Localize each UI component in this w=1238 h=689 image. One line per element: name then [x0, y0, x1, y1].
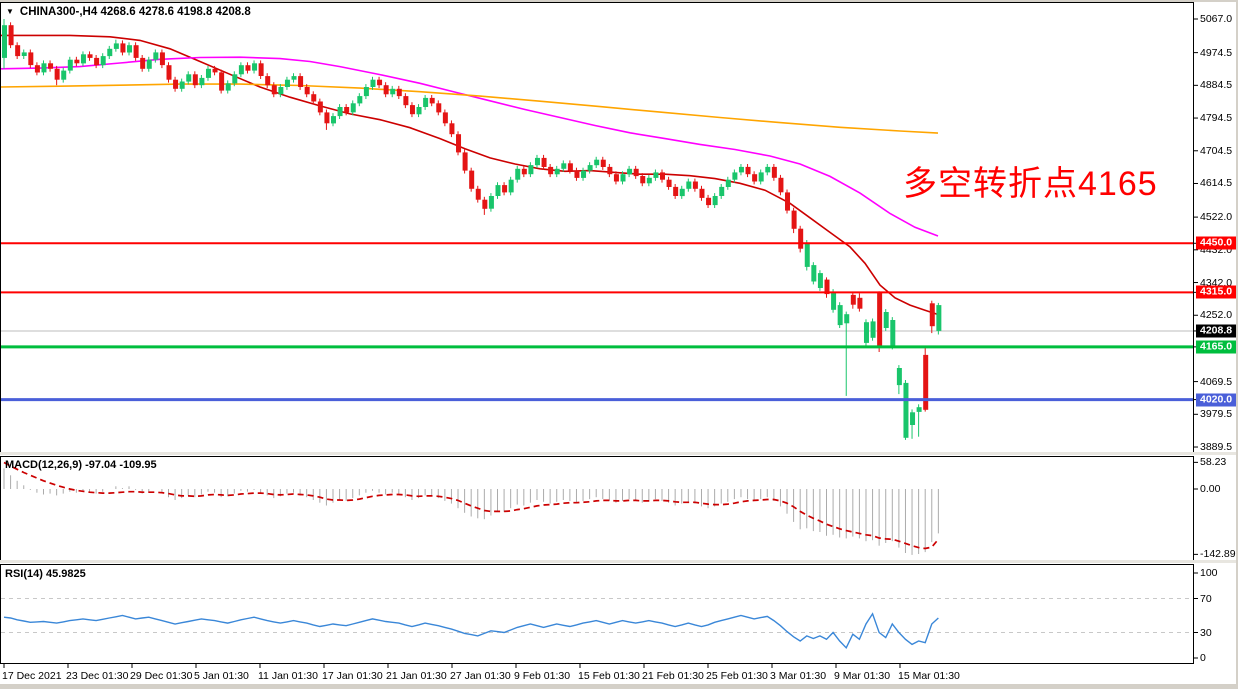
date-tick-label: 11 Jan 01:30: [258, 670, 318, 682]
date-tick-label: 15 Feb 01:30: [578, 670, 640, 682]
price-tick-label: 3889.5: [1200, 441, 1233, 454]
price-tick-label: 4069.5: [1200, 375, 1233, 388]
ma-magenta: [0, 56, 939, 237]
ma-orange: [0, 83, 939, 134]
macd-tick-label: 0.00: [1200, 483, 1221, 495]
window-edge-bottom: [0, 684, 1238, 689]
rsi-tick-label: 100: [1200, 567, 1218, 579]
date-tick-label: 21 Feb 01:30: [642, 670, 704, 682]
date-tick-label: 3 Mar 01:30: [770, 670, 827, 682]
panel-border: [0, 456, 1194, 561]
ma-red: [0, 34, 939, 316]
price-badge-4450.0: 4450.0: [1196, 236, 1237, 250]
panel-border: [0, 2, 1194, 453]
date-tick-label: 17 Dec 2021: [2, 670, 62, 682]
bid-price-badge: 4208.8: [1196, 324, 1237, 338]
symbol-ohlc-text: CHINA300-,H4 4268.6 4278.6 4198.8 4208.8: [19, 6, 251, 18]
date-tick-label: 27 Jan 01:30: [450, 670, 511, 682]
panel-splitter-macd[interactable]: [0, 452, 1238, 455]
rsi-tick-label: 70: [1200, 592, 1212, 605]
rsi-tick-label: 0: [1200, 652, 1206, 664]
rsi-tick-label: 30: [1200, 626, 1212, 639]
price-tick-label: 4884.5: [1200, 79, 1233, 92]
price-tick-label: 4252.0: [1200, 309, 1233, 322]
price-badge-4020.0: 4020.0: [1196, 393, 1237, 407]
date-tick-label: 21 Jan 01:30: [386, 670, 447, 682]
macd-signal-line: [3, 461, 940, 550]
date-tick-label: 9 Mar 01:30: [834, 670, 891, 682]
price-tick-label: 5067.0: [1200, 13, 1233, 25]
date-tick-label: 5 Jan 01:30: [194, 670, 249, 682]
date-tick-label: 9 Feb 01:30: [514, 670, 571, 682]
date-tick-label: 15 Mar 01:30: [898, 670, 960, 682]
date-tick-label: 23 Dec 01:30: [66, 670, 129, 682]
panel-splitter-rsi[interactable]: [0, 560, 1238, 563]
price-tick-label: 4522.0: [1200, 211, 1233, 224]
date-tick-label: 29 Dec 01:30: [130, 670, 193, 682]
collapse-arrow-icon[interactable]: ▼: [6, 7, 14, 16]
panel-border: [0, 564, 1194, 664]
price-tick-label: 3979.5: [1200, 408, 1233, 421]
window-edge-top: [0, 0, 1238, 2]
symbol-legend: ▼ CHINA300-,H4 4268.6 4278.6 4198.8 4208…: [6, 6, 251, 18]
macd-tick-label: 58.23: [1200, 456, 1227, 469]
price-tick-label: 4794.5: [1200, 112, 1233, 125]
price-tick-label: 4974.5: [1200, 46, 1233, 59]
price-tick-label: 4342.0: [1200, 276, 1233, 289]
pivot-annotation-text[interactable]: 多空转折点4165: [903, 165, 1158, 203]
candlestick-series: [2, 19, 942, 440]
rsi-indicator-label: RSI(14) 45.9825: [5, 568, 86, 580]
date-tick-label: 25 Feb 01:30: [706, 670, 768, 682]
macd-histogram: [3, 468, 939, 555]
price-tick-label: 4614.5: [1200, 177, 1233, 190]
macd-indicator-label: MACD(12,26,9) -97.04 -109.95: [5, 459, 157, 471]
window-edge-right: [1236, 0, 1238, 689]
price-badge-4315.0: 4315.0: [1196, 285, 1237, 299]
price-tick-label: 4704.5: [1200, 144, 1233, 157]
date-tick-label: 17 Jan 01:30: [322, 670, 383, 682]
macd-tick-label: -142.89: [1200, 548, 1236, 561]
rsi-line: [3, 612, 939, 650]
price-badge-4165.0: 4165.0: [1196, 340, 1237, 354]
